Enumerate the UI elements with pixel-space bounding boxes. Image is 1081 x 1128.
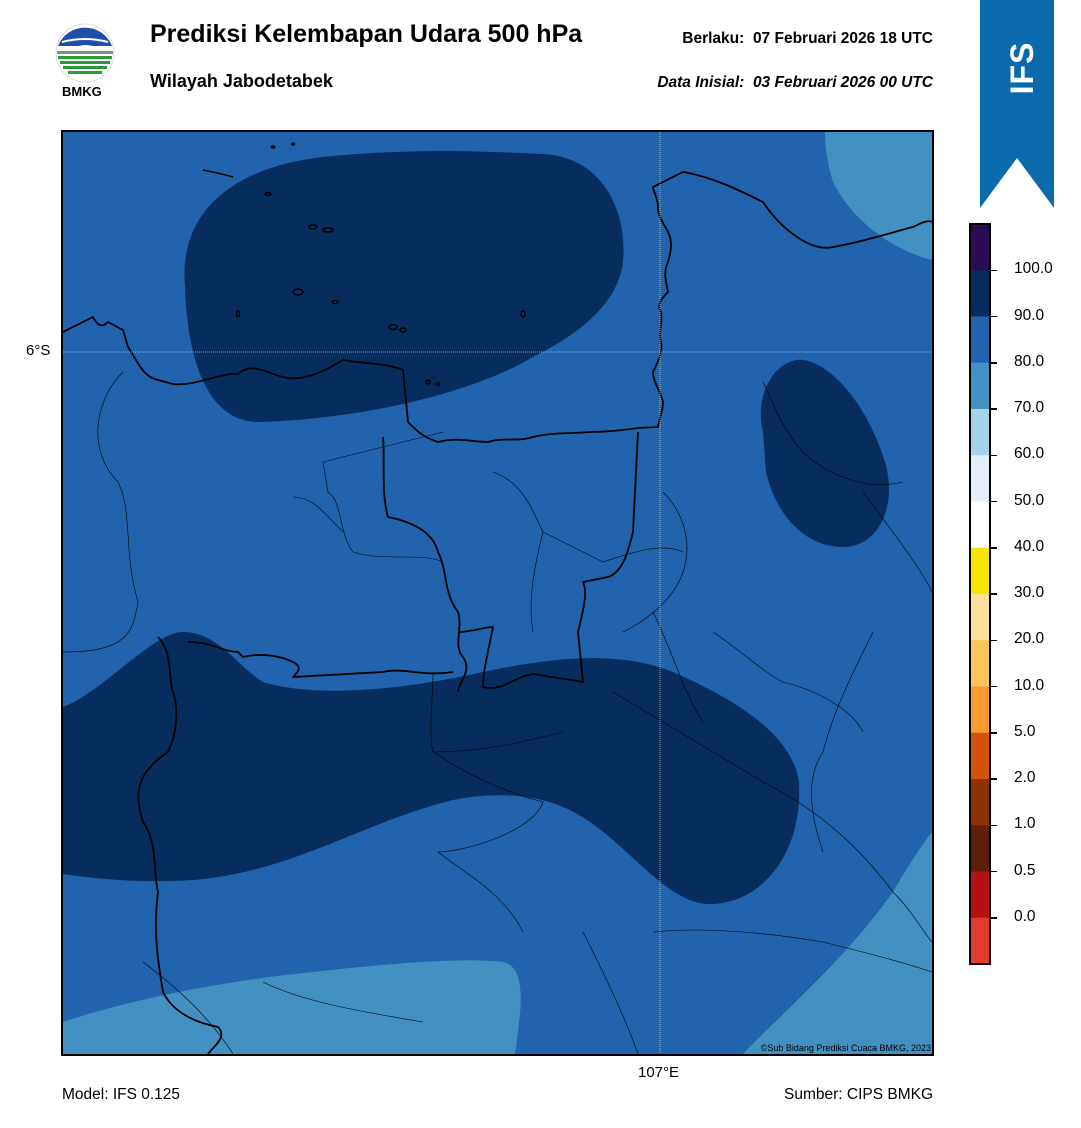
colorbar-swatch [970, 871, 990, 919]
humidity-70-80-area-sw [63, 960, 521, 1054]
ribbon-icon [980, 0, 1054, 208]
colorbar-tick-label: 10.0 [1014, 676, 1045, 694]
colorbar-tick-label: 90.0 [1014, 306, 1045, 324]
colorbar-tick [991, 917, 997, 919]
bmkg-logo [54, 22, 116, 84]
colorbar-swatch [970, 501, 990, 549]
colorbar-tick-label: 0.5 [1014, 861, 1036, 879]
colorbar-tick-label: 2.0 [1014, 769, 1036, 786]
colorbar-swatch [970, 316, 990, 364]
colorbar-tick [991, 824, 997, 826]
colorbar-tick-label: 20.0 [1014, 630, 1045, 648]
valid-time: Berlaku: 07 Februari 2026 18 UTC [682, 30, 933, 48]
map-credit: ©Sub Bidang Prediksi Cuaca BMKG, 2023 [760, 1043, 931, 1053]
init-value: 03 Februari 2026 00 UTC [752, 74, 933, 91]
coastline-and-provinces [63, 171, 932, 1054]
colorbar-swatch [970, 455, 990, 502]
colorbar-tick [991, 269, 997, 271]
colorbar-swatch [970, 362, 990, 410]
thousand-islands [202, 142, 526, 387]
colorbar-tick-label: 40.0 [1014, 537, 1045, 555]
colorbar-tick-label: 50.0 [1014, 491, 1045, 509]
colorbar-tick-label: 60.0 [1014, 445, 1045, 463]
init-label: Data Inisial: [657, 74, 745, 91]
colorbar-swatch [970, 270, 990, 317]
valid-label: Berlaku: [682, 30, 745, 47]
colorbar-tick [991, 639, 997, 641]
colorbar-tick-label: 30.0 [1014, 584, 1045, 601]
humidity-70-80-area-se [743, 832, 932, 1054]
colorbar-tick-label: 5.0 [1014, 722, 1036, 740]
colorbar-tick-label: 70.0 [1014, 399, 1045, 416]
colorbar-swatch [970, 825, 990, 872]
colorbar-swatch [970, 779, 990, 826]
colorbar-swatch [970, 547, 990, 595]
colorbar-tick [991, 547, 997, 549]
colorbar-swatch [970, 732, 990, 780]
colorbar-tick-label: 80.0 [1014, 352, 1045, 370]
colorbar-tick [991, 732, 997, 734]
colorbar-swatch [970, 917, 990, 965]
colorbar-tick [991, 408, 997, 410]
source-info: Sumber: CIPS BMKG [783, 1086, 933, 1103]
colorbar-tick [991, 362, 997, 364]
colorbar-border [969, 223, 991, 965]
district-boundaries [63, 371, 932, 1054]
colorbar-swatch [970, 409, 990, 456]
logo-text: BMKG [62, 84, 102, 99]
colorbar-tick-label: 100.0 [1014, 260, 1053, 278]
model-info: Model: IFS 0.125 [62, 1086, 181, 1103]
lon-label: 107°E [638, 1064, 680, 1081]
humidity-90-100-area-south [63, 632, 800, 905]
bmkg-logo-icon [55, 23, 115, 83]
colorbar-scale [969, 223, 991, 965]
colorbar-tick [991, 870, 997, 873]
ifs-badge-text: IFS [1004, 41, 1040, 95]
humidity-90-100-area-north [184, 150, 624, 423]
colorbar-swatch [970, 594, 990, 641]
colorbar-swatch [970, 686, 990, 734]
colorbar [969, 223, 991, 965]
colorbar-tick-label: 1.0 [1014, 815, 1036, 833]
colorbar-tick-label: 0.0 [1014, 907, 1036, 925]
map-title: Prediksi Kelembapan Udara 500 hPa [150, 20, 583, 48]
humidity-70-80-area-ne [825, 132, 932, 260]
ifs-badge: IFS [980, 0, 1054, 208]
humidity-90-100-area-east [760, 359, 889, 547]
colorbar-swatch [970, 640, 990, 687]
colorbar-tick [991, 500, 997, 503]
colorbar-tick [991, 593, 997, 595]
lat-label: 6°S [26, 342, 51, 359]
colorbar-swatch [970, 224, 990, 271]
map-subtitle: Wilayah Jabodetabek [150, 71, 333, 91]
colorbar-tick [991, 685, 997, 688]
colorbar-tick [991, 315, 997, 318]
colorbar-tick [991, 454, 997, 456]
map-panel [61, 130, 934, 1056]
humidity-map [63, 132, 932, 1054]
colorbar-tick [991, 778, 997, 780]
init-time: Data Inisial: 03 Februari 2026 00 UTC [657, 74, 933, 92]
valid-value: 07 Februari 2026 18 UTC [752, 30, 933, 47]
